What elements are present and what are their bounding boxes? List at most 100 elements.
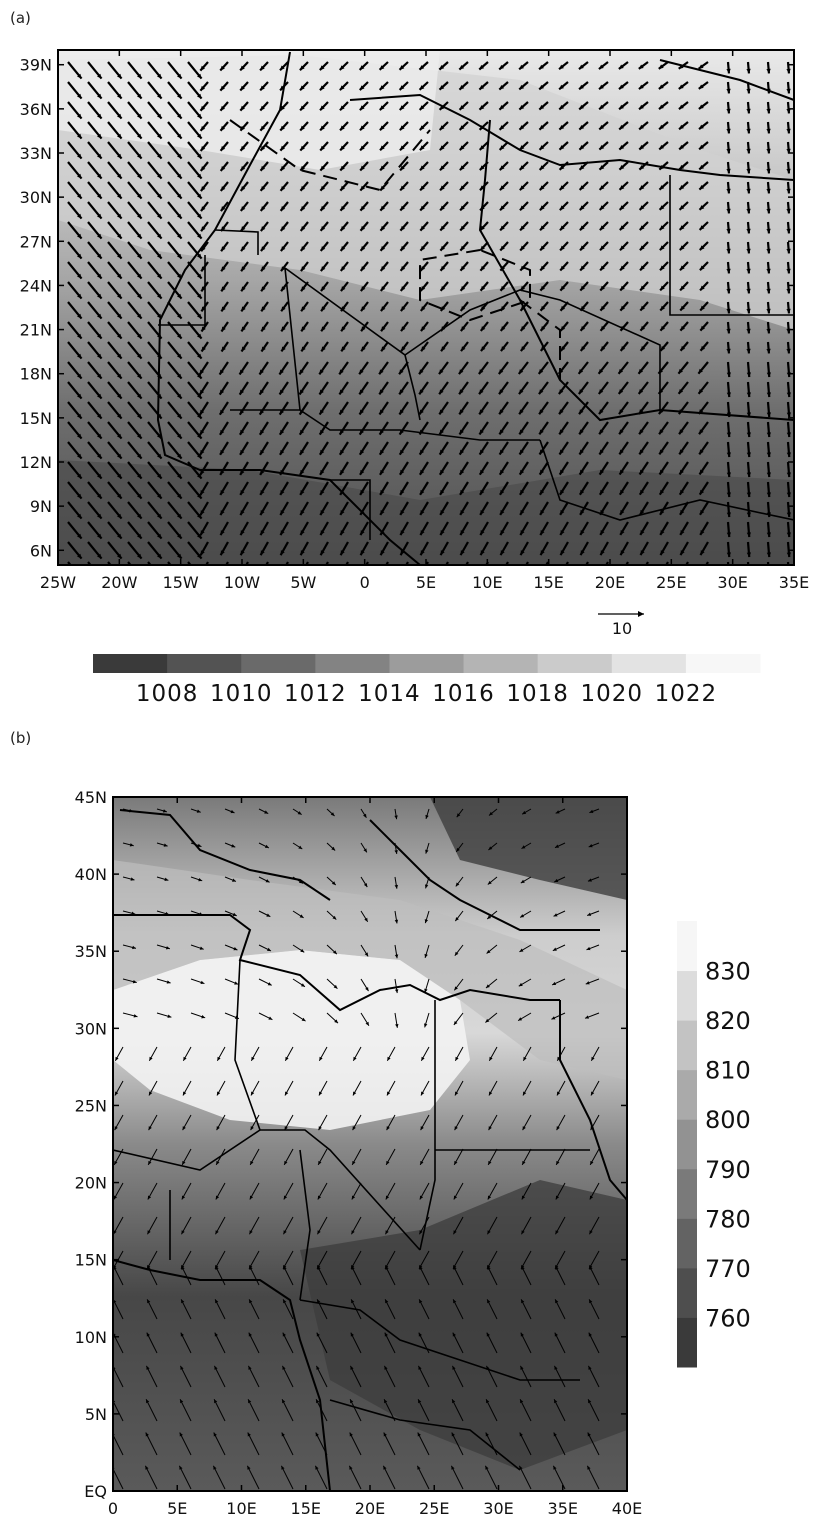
wind-vector bbox=[316, 1299, 328, 1320]
colorbar-label: 1012 bbox=[284, 681, 347, 707]
x-tick-label: 15E bbox=[291, 1499, 321, 1518]
wind-vector-head bbox=[281, 326, 286, 332]
wind-vector-head bbox=[363, 883, 368, 888]
wind-vector-head bbox=[219, 389, 225, 395]
wind-vector-head bbox=[486, 1399, 490, 1404]
wind-vector bbox=[553, 1432, 566, 1456]
wind-vector-head bbox=[360, 245, 366, 251]
wind-vector-head bbox=[200, 206, 206, 212]
wind-vector-head bbox=[746, 88, 751, 94]
wind-vector-head bbox=[679, 469, 684, 475]
y-tick-label: 45N bbox=[75, 788, 107, 807]
wind-vector-head bbox=[197, 333, 202, 339]
wind-vector-head bbox=[131, 911, 136, 915]
wind-vector-head bbox=[319, 1056, 323, 1061]
wind-vector-head bbox=[157, 574, 162, 579]
wind-vector-head bbox=[726, 432, 732, 438]
wind-vector-head bbox=[420, 509, 425, 515]
wind-vector-head bbox=[320, 286, 326, 292]
wind-vector-head bbox=[177, 513, 182, 519]
wind-vector-head bbox=[280, 550, 285, 556]
colorbar-label: 1008 bbox=[136, 681, 199, 707]
wind-vector-head bbox=[247, 1432, 251, 1437]
wind-vector-head bbox=[137, 213, 142, 219]
wind-vector-head bbox=[746, 412, 752, 418]
wind-vector-head bbox=[726, 392, 732, 398]
wind-vector-head bbox=[132, 945, 136, 950]
wind-vector-head bbox=[726, 308, 731, 314]
wind-vector-head bbox=[699, 429, 704, 435]
wind-vector-head bbox=[77, 433, 82, 439]
wind-vector-head bbox=[460, 245, 465, 251]
wind-vector-head bbox=[248, 1399, 252, 1404]
wind-vector-head bbox=[201, 266, 206, 272]
wind-vector-head bbox=[746, 492, 752, 498]
wind-vector-head bbox=[701, 570, 705, 575]
wind-vector-head bbox=[300, 550, 305, 556]
colorbar-swatch bbox=[389, 654, 465, 673]
wind-vector-head bbox=[454, 986, 458, 991]
wind-vector-head bbox=[454, 951, 459, 956]
wind-vector bbox=[451, 1398, 464, 1422]
wind-vector-head bbox=[117, 473, 122, 479]
wind-vector-head bbox=[319, 449, 325, 455]
wind-vector-head bbox=[424, 884, 429, 889]
wind-vector-head bbox=[137, 93, 142, 99]
wind-vector-head bbox=[579, 205, 585, 211]
wind-vector-head bbox=[198, 878, 203, 882]
wind-vector-head bbox=[77, 413, 82, 419]
wind-vector bbox=[247, 1398, 260, 1422]
wind-vector-head bbox=[485, 1432, 489, 1437]
wind-vector-head bbox=[359, 369, 364, 375]
wind-vector-head bbox=[318, 1091, 323, 1096]
wind-vector-head bbox=[619, 124, 625, 130]
wind-vector-head bbox=[137, 173, 142, 179]
wind-vector-head bbox=[786, 268, 791, 274]
wind-vector-head bbox=[319, 429, 325, 435]
wind-vector-head bbox=[217, 1056, 221, 1061]
wind-vector-head bbox=[394, 884, 399, 889]
wind-vector-head bbox=[519, 84, 525, 90]
wind-vector-head bbox=[399, 369, 404, 375]
wind-vector-head bbox=[786, 168, 791, 174]
panel-a-high-center bbox=[58, 50, 440, 170]
wind-vector-head bbox=[117, 293, 122, 299]
wind-vector-head bbox=[746, 372, 752, 378]
wind-vector-head bbox=[279, 409, 285, 415]
wind-vector-head bbox=[394, 989, 399, 994]
wind-vector-head bbox=[487, 880, 492, 885]
wind-vector-head bbox=[554, 1399, 558, 1404]
wind-vector-head bbox=[249, 1265, 253, 1270]
wind-vector-head bbox=[280, 469, 285, 475]
wind-vector bbox=[383, 1398, 396, 1422]
wind-vector-head bbox=[520, 1365, 524, 1370]
wind-vector-head bbox=[766, 88, 771, 94]
wind-vector-head bbox=[640, 265, 645, 271]
wind-vector-head bbox=[283, 1299, 287, 1304]
wind-vector-head bbox=[167, 1014, 172, 1018]
wind-vector-head bbox=[299, 369, 304, 375]
wind-vector-head bbox=[456, 813, 461, 818]
wind-vector-head bbox=[479, 84, 485, 90]
wind-vector-head bbox=[77, 513, 82, 519]
wind-vector-head bbox=[165, 911, 170, 916]
wind-vector-head bbox=[164, 877, 169, 881]
wind-vector-head bbox=[77, 233, 82, 239]
wind-vector-head bbox=[587, 878, 592, 882]
wind-vector-head bbox=[786, 432, 792, 438]
wind-vector-head bbox=[157, 153, 162, 159]
wind-vector-head bbox=[420, 286, 426, 291]
wind-vector-head bbox=[317, 1265, 321, 1270]
wind-vector-head bbox=[137, 153, 142, 159]
wind-vector-head bbox=[419, 145, 425, 151]
wind-vector-head bbox=[479, 429, 484, 435]
y-tick-label: 18N bbox=[20, 365, 52, 384]
wind-vector-head bbox=[499, 469, 505, 475]
wind-vector-head bbox=[341, 570, 345, 575]
wind-vector-head bbox=[618, 368, 624, 374]
wind-vector-head bbox=[699, 449, 704, 455]
wind-vector-head bbox=[726, 552, 732, 558]
wind-vector-head bbox=[455, 1056, 459, 1061]
wind-vector-head bbox=[455, 882, 460, 887]
wind-vector-head bbox=[520, 879, 525, 884]
